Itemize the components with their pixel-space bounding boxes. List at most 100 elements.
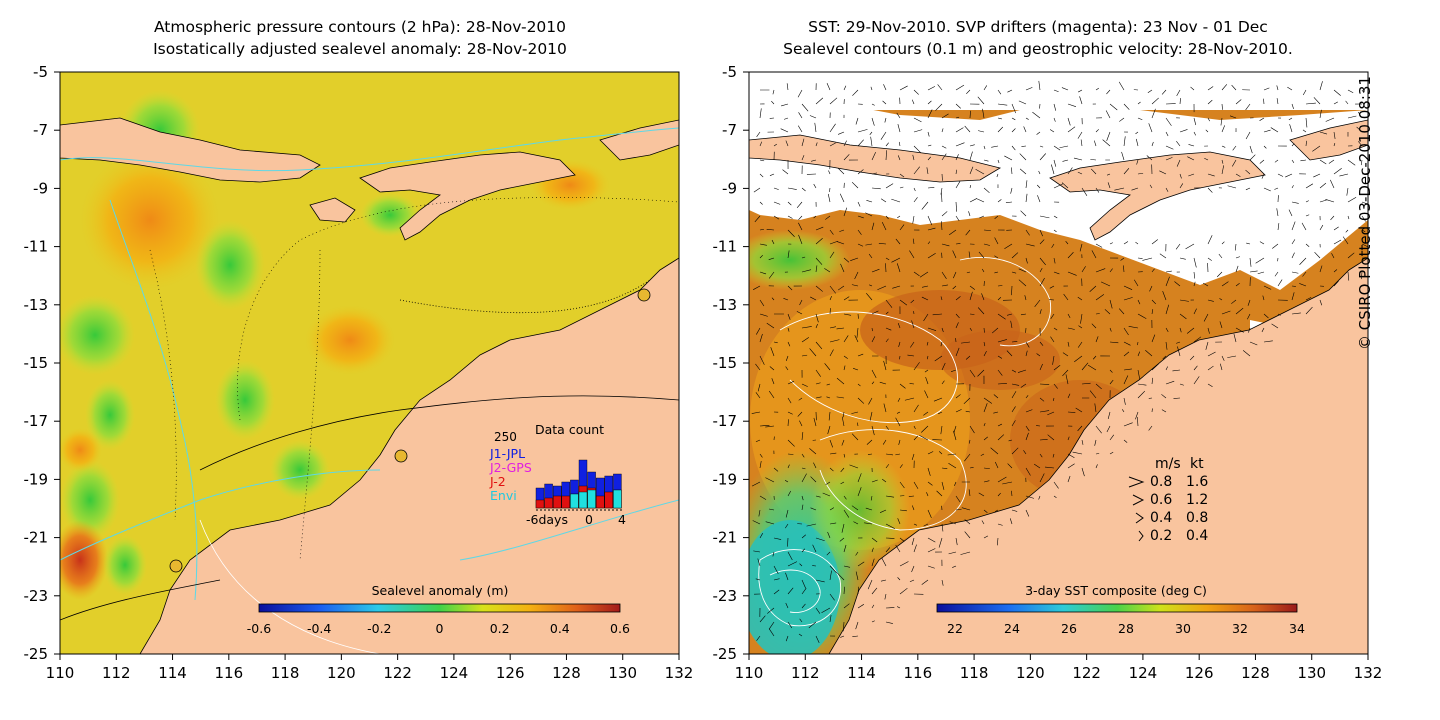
velocity-vector: [1263, 313, 1269, 319]
velocity-vector: [1319, 299, 1323, 306]
inset-bar: [535, 499, 545, 509]
velocity-vector: [870, 136, 873, 147]
velocity-vector: [801, 187, 806, 192]
velocity-vector: [926, 341, 929, 346]
x-tick-label: 120: [327, 664, 356, 682]
velocity-vector: [857, 397, 865, 404]
velocity-vector: [759, 254, 763, 259]
velocity-vector: [765, 425, 775, 428]
velocity-vector: [997, 126, 1004, 133]
velocity-vector: [754, 215, 761, 223]
velocity-vector: [1023, 126, 1027, 133]
velocity-vector: [1137, 257, 1143, 259]
velocity-vector: [941, 284, 948, 287]
velocity-vector: [1207, 299, 1214, 302]
y-tick-label: -13: [713, 296, 738, 314]
velocity-vector: [983, 159, 989, 162]
velocity-vector: [1333, 131, 1336, 140]
velocity-vector: [828, 170, 831, 175]
velocity-vector: [927, 241, 931, 245]
velocity-vector: [813, 215, 817, 219]
velocity-vector: [1089, 285, 1097, 292]
velocity-vector: [969, 166, 974, 175]
velocity-vector: [1159, 253, 1167, 259]
velocity-vector: [1123, 341, 1131, 346]
velocity-vector: [787, 229, 795, 237]
velocity-vector: [1011, 128, 1016, 133]
velocity-vector: [1165, 327, 1169, 333]
velocity-vector: [1091, 168, 1097, 175]
velocity-vector: [1301, 222, 1307, 231]
velocity-vector: [1123, 422, 1133, 427]
velocity-vector: [843, 586, 845, 595]
velocity-vector: [1120, 257, 1125, 261]
velocity-vector: [1221, 145, 1226, 148]
velocity-vector: [1039, 439, 1048, 441]
velocity-vector: [899, 224, 905, 231]
x-tick-label: 116: [214, 664, 243, 682]
velocity-vector: [781, 103, 789, 107]
velocity-vector: [829, 229, 834, 235]
velocity-vector: [771, 100, 775, 105]
velocity-vector: [991, 327, 999, 334]
velocity-vector: [871, 620, 875, 623]
velocity-vector: [941, 327, 944, 333]
velocity-vector: [1095, 294, 1105, 301]
velocity-vector: [927, 109, 933, 119]
right-map: [749, 72, 1368, 654]
velocity-vector: [837, 285, 845, 291]
velocity-vector: [787, 187, 797, 190]
x-tick-label: 122: [383, 664, 412, 682]
velocity-vector: [927, 144, 932, 147]
velocity-vector: [1011, 271, 1017, 274]
velocity-vector: [975, 169, 985, 175]
velocity-vector: [1333, 280, 1339, 287]
velocity-vector: [801, 495, 804, 501]
velocity-vector: [927, 131, 930, 137]
velocity-vector: [1179, 257, 1186, 260]
velocity-vector: [826, 83, 831, 91]
velocity-vector: [829, 349, 834, 357]
velocity-vector: [952, 565, 957, 568]
velocity-vector: [1020, 313, 1027, 316]
velocity-vector: [1025, 257, 1028, 264]
velocity-vector: [927, 509, 932, 519]
colorbar-tick-label: 0.2: [490, 621, 510, 636]
velocity-vector: [813, 417, 817, 427]
x-tick-label: 118: [271, 664, 300, 682]
velocity-vector: [1137, 417, 1139, 427]
velocity-vector: [810, 476, 817, 483]
velocity-vector: [1151, 377, 1154, 385]
velocity-legend-kt: 0.8: [1186, 510, 1208, 526]
velocity-vector: [785, 635, 789, 642]
velocity-vector: [1137, 390, 1146, 399]
velocity-vector: [1123, 168, 1130, 175]
y-tick-label: -5: [33, 63, 48, 81]
velocity-vector: [923, 411, 929, 416]
inset-bar: [578, 491, 588, 509]
velocity-vector: [1025, 509, 1030, 517]
velocity-arrow-icon: [1132, 494, 1145, 506]
velocity-vector: [1165, 270, 1172, 273]
velocity-vector: [1218, 253, 1223, 259]
velocity-vector: [1207, 173, 1215, 177]
velocity-vector: [1276, 85, 1279, 91]
velocity-vector: [1034, 299, 1041, 308]
velocity-vector: [1038, 80, 1041, 91]
velocity-vector: [1145, 350, 1153, 357]
velocity-vector: [927, 451, 934, 455]
velocity-vector: [857, 383, 861, 387]
x-tick-label: 114: [847, 664, 876, 682]
velocity-vector: [997, 434, 1005, 441]
velocity-vector: [857, 586, 859, 595]
velocity-vector: [997, 383, 1007, 385]
velocity-vector: [938, 411, 943, 415]
velocity-vector: [1347, 115, 1357, 119]
velocity-legend-ms: 0.2: [1150, 528, 1172, 544]
velocity-vector: [1339, 173, 1349, 177]
velocity-vector: [796, 201, 803, 208]
velocity-vector: [898, 439, 901, 445]
velocity-vector: [1305, 102, 1316, 105]
velocity-vector: [841, 416, 845, 427]
velocity-vector: [983, 85, 988, 91]
